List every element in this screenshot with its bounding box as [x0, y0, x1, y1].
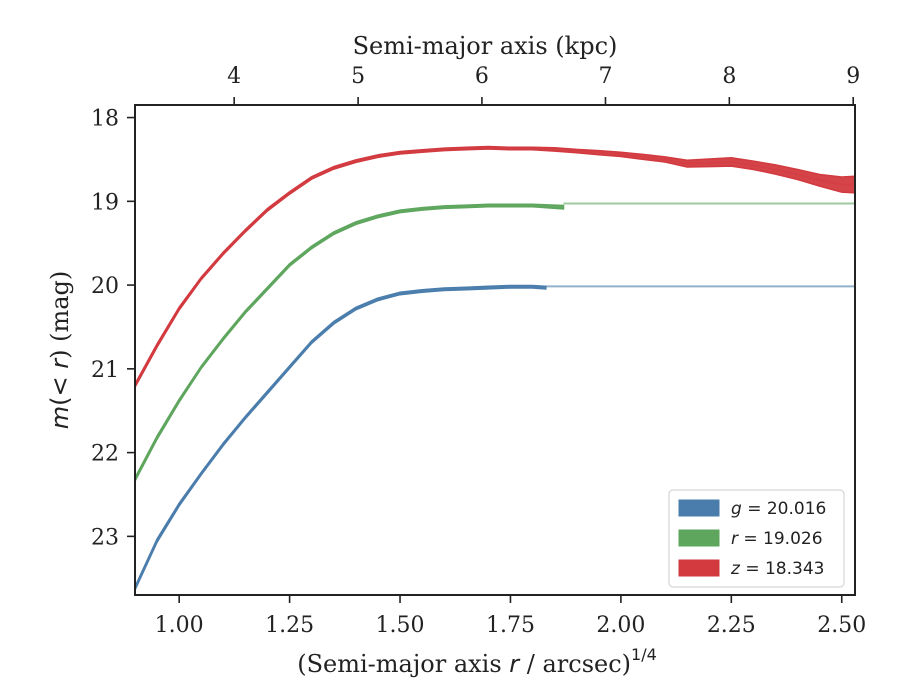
legend-label-r: r = 19.026: [731, 529, 823, 549]
series-layer: [135, 145, 855, 591]
x-axis-title: (Semi-major axis r / arcsec)1/4: [297, 645, 657, 678]
series-z-model-line: [135, 146, 855, 387]
series-g-model-line: [135, 285, 546, 589]
top-tick-label: 6: [475, 64, 489, 89]
x-tick-label: 1.75: [486, 613, 535, 638]
y-tick-label: 20: [91, 274, 119, 299]
y-tick-label: 23: [91, 525, 119, 550]
plot-area: [135, 145, 855, 591]
x-tick-label: 1.00: [155, 613, 204, 638]
top-axis-title: Semi-major axis (kpc): [353, 32, 618, 60]
axes-layer: [127, 97, 856, 603]
top-tick-label: 8: [722, 64, 736, 89]
legend-label-z: z = 18.343: [730, 559, 824, 579]
labels-layer: 1.00 1.25 1.50 1.75 2.00 2.25 2.50 18 19 20 21 22 23…: [46, 32, 866, 678]
series-r-band: [135, 203, 565, 482]
x-tick-label: 1.25: [265, 613, 314, 638]
y-axis-title: m(< r) (mag): [46, 271, 74, 430]
legend: g = 20.016 r = 19.026 z = 18.343: [668, 489, 845, 588]
top-tick-label: 9: [846, 64, 860, 89]
top-tick-label: 4: [227, 64, 241, 89]
top-tick-label: 5: [351, 64, 365, 89]
top-tick-label: 7: [598, 64, 612, 89]
y-tick-label: 21: [91, 358, 119, 383]
x-tick-label: 2.50: [817, 613, 866, 638]
series-g-band: [135, 284, 547, 591]
y-tick-label: 22: [91, 442, 119, 467]
series-r-model-line: [135, 204, 564, 480]
series-z-band: [135, 145, 855, 388]
legend-swatch-r: [678, 529, 720, 547]
legend-swatch-z: [678, 559, 720, 577]
x-tick-label: 2.00: [596, 613, 645, 638]
y-tick-label: 19: [91, 190, 119, 215]
axes-frame: [134, 104, 856, 596]
x-tick-label: 1.50: [376, 613, 425, 638]
x-tick-label: 2.25: [707, 613, 756, 638]
legend-swatch-g: [678, 499, 720, 517]
y-tick-label: 18: [91, 107, 119, 132]
legend-label-g: g = 20.016: [731, 499, 826, 519]
